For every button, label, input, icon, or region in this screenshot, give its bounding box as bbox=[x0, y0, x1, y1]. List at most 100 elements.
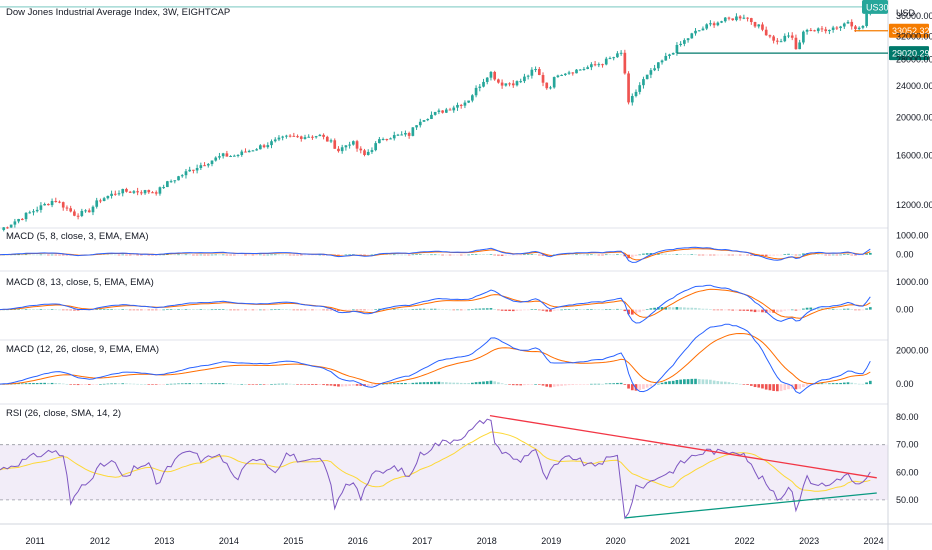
macd-histogram-bar bbox=[110, 309, 113, 310]
macd-histogram-bar bbox=[329, 309, 333, 311]
macd-histogram-bar bbox=[552, 309, 556, 311]
candle bbox=[151, 191, 154, 194]
macd-pane-3[interactable] bbox=[0, 323, 872, 394]
macd-histogram-bar bbox=[303, 254, 307, 256]
macd-pane-1[interactable] bbox=[0, 246, 872, 263]
macd-histogram-bar bbox=[259, 309, 262, 311]
macd-histogram-bar bbox=[850, 382, 854, 385]
candle-body bbox=[139, 192, 143, 194]
macd-histogram-bar bbox=[437, 308, 441, 310]
macd-histogram-bar bbox=[39, 254, 43, 256]
macd-histogram-bar bbox=[671, 254, 675, 255]
macd-histogram-bar bbox=[385, 254, 389, 255]
candle-body bbox=[564, 73, 567, 75]
macd-histogram-bar bbox=[590, 309, 593, 310]
candle-body bbox=[381, 139, 385, 141]
macd-histogram-bar bbox=[523, 254, 526, 256]
macd-histogram-bar bbox=[147, 384, 151, 385]
macd-histogram-bar bbox=[683, 254, 686, 255]
candle bbox=[296, 134, 299, 138]
macd-histogram-bar bbox=[426, 382, 430, 385]
time-tick-label: 2011 bbox=[25, 536, 44, 546]
rsi-pane[interactable] bbox=[0, 415, 888, 520]
macd-histogram-bar bbox=[262, 384, 266, 385]
candle-body bbox=[452, 107, 456, 111]
macd-histogram-bar bbox=[649, 384, 653, 387]
macd-histogram-bar bbox=[210, 254, 214, 256]
macd-histogram-bar bbox=[396, 308, 400, 310]
macd-histogram-bar bbox=[560, 309, 563, 311]
candle bbox=[95, 197, 99, 209]
candle-body bbox=[482, 81, 485, 87]
candle-body bbox=[366, 151, 370, 155]
rsi-lower-trendline[interactable] bbox=[625, 492, 877, 519]
macd-histogram-bar bbox=[586, 254, 589, 256]
macd-histogram-bar bbox=[608, 383, 612, 385]
macd-histogram-bar bbox=[820, 308, 824, 310]
candle-body bbox=[601, 64, 604, 66]
macd-histogram-bar bbox=[712, 380, 716, 385]
candle-body bbox=[456, 104, 459, 108]
macd-histogram-bar bbox=[303, 384, 307, 385]
macd-pane-2[interactable] bbox=[0, 284, 872, 324]
candle-body bbox=[151, 192, 154, 194]
macd-histogram-bar bbox=[444, 382, 448, 385]
candle bbox=[842, 22, 846, 29]
macd-histogram-bar bbox=[58, 383, 61, 385]
macd-histogram-bar bbox=[236, 254, 240, 256]
macd-histogram-bar bbox=[113, 383, 117, 385]
candle bbox=[846, 20, 850, 24]
macd-histogram-bar bbox=[229, 254, 232, 256]
macd-histogram-bar bbox=[537, 309, 541, 311]
macd-histogram-bar bbox=[768, 254, 772, 256]
macd-histogram-bar bbox=[868, 307, 872, 310]
candle bbox=[314, 135, 318, 139]
macd-histogram-bar bbox=[675, 380, 679, 385]
candle-body bbox=[329, 140, 333, 142]
macd-histogram-bar bbox=[634, 254, 638, 256]
macd-histogram-bar bbox=[299, 254, 303, 256]
macd-histogram-bar bbox=[467, 382, 470, 385]
candle-body bbox=[634, 91, 638, 97]
candle-body bbox=[757, 24, 761, 27]
macd-histogram-bar bbox=[612, 309, 616, 310]
macd-histogram-bar bbox=[232, 383, 236, 385]
symbol-tag: US30 bbox=[862, 0, 889, 14]
candle bbox=[727, 16, 731, 21]
macd-histogram-bar bbox=[192, 383, 195, 385]
macd-histogram-bar bbox=[552, 384, 556, 387]
candle-body bbox=[746, 17, 749, 19]
macd-histogram-bar bbox=[363, 309, 366, 311]
candle-body bbox=[28, 212, 32, 214]
candle-body bbox=[578, 69, 582, 71]
price-pane[interactable] bbox=[0, 5, 888, 232]
macd-histogram-bar bbox=[35, 383, 39, 385]
time-tick-label: 2020 bbox=[606, 536, 626, 546]
macd-histogram-bar bbox=[656, 307, 660, 310]
candle-body bbox=[831, 27, 835, 30]
macd-histogram-bar bbox=[426, 308, 430, 310]
candle bbox=[2, 226, 6, 232]
macd-histogram-bar bbox=[188, 309, 192, 310]
candle bbox=[738, 15, 742, 21]
candle bbox=[549, 85, 552, 90]
candle-body bbox=[716, 22, 720, 26]
macd-histogram-bar bbox=[846, 382, 850, 385]
candle-body bbox=[850, 21, 854, 27]
rsi-upper-trendline[interactable] bbox=[489, 415, 877, 479]
candle-body bbox=[552, 77, 556, 88]
macd-histogram-bar bbox=[701, 254, 705, 256]
macd-histogram-bar bbox=[244, 309, 247, 311]
macd-histogram-bar bbox=[128, 309, 132, 311]
candle-body bbox=[575, 69, 578, 74]
macd-histogram-bar bbox=[169, 383, 173, 385]
macd-histogram-bar bbox=[746, 254, 749, 256]
macd-histogram-bar bbox=[322, 309, 325, 311]
candle-body bbox=[828, 29, 831, 32]
candle bbox=[177, 175, 180, 181]
macd-histogram-bar bbox=[761, 309, 764, 313]
candle-body bbox=[842, 23, 846, 27]
macd-histogram-bar bbox=[24, 383, 28, 385]
